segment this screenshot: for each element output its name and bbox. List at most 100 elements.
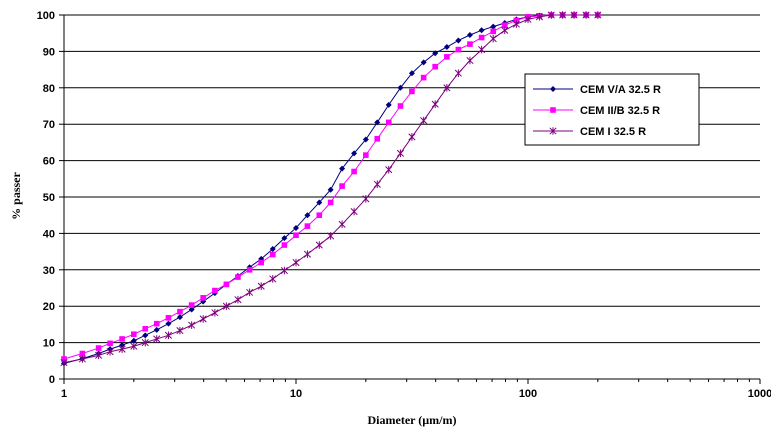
data-point	[351, 168, 357, 175]
y-tick-label: 20	[43, 301, 55, 313]
data-point	[165, 315, 172, 321]
x-axis-title: Diameter (µm/m)	[368, 413, 457, 427]
data-point	[130, 342, 138, 351]
data-point	[431, 100, 439, 108]
data-point	[223, 281, 230, 288]
data-point	[176, 326, 184, 335]
data-point	[570, 11, 578, 19]
series-1	[61, 12, 601, 367]
data-point	[246, 288, 254, 297]
legend-label: CEM V/A 32.5 R	[580, 84, 661, 96]
data-point	[141, 338, 149, 347]
data-point	[130, 337, 137, 344]
gridlines	[64, 14, 760, 344]
data-point	[95, 345, 102, 351]
data-point	[142, 332, 149, 339]
data-point	[420, 59, 427, 66]
legend-marker	[549, 127, 557, 135]
data-point	[292, 258, 300, 267]
data-point	[281, 242, 288, 248]
data-point	[246, 267, 253, 273]
y-axis-title: % passer	[9, 171, 23, 219]
data-point	[420, 74, 427, 81]
data-point	[443, 44, 450, 51]
data-point	[315, 241, 323, 249]
data-point	[78, 355, 86, 363]
data-point	[408, 133, 416, 141]
x-tick-label: 10	[290, 388, 302, 400]
y-tick-label: 40	[43, 228, 55, 240]
legend-marker	[550, 86, 556, 92]
data-point	[176, 314, 183, 321]
data-point	[316, 199, 323, 206]
data-point	[351, 150, 358, 157]
data-point	[466, 32, 473, 39]
y-tick-label: 80	[43, 83, 55, 95]
data-point	[60, 358, 68, 367]
data-point	[281, 235, 288, 242]
x-tick-label: 100	[519, 388, 537, 400]
data-point	[512, 20, 520, 28]
data-point	[559, 11, 567, 19]
y-tick-label: 100	[37, 10, 55, 22]
data-point	[200, 295, 206, 301]
data-point	[501, 26, 509, 35]
data-point	[362, 195, 370, 203]
data-point	[258, 259, 265, 266]
data-point	[327, 232, 335, 240]
data-point	[524, 15, 532, 24]
data-point	[212, 287, 218, 294]
series-2	[61, 12, 601, 362]
data-point	[478, 34, 485, 41]
data-point	[304, 212, 311, 219]
data-point	[373, 180, 381, 189]
data-point	[409, 88, 415, 95]
plot-area	[60, 11, 602, 367]
data-point	[455, 37, 462, 44]
data-point	[397, 84, 404, 91]
data-point	[478, 45, 486, 54]
data-point	[199, 315, 207, 323]
data-point	[107, 340, 113, 347]
data-point	[467, 41, 473, 47]
x-tick-label: 1000	[748, 388, 771, 400]
data-point	[327, 199, 334, 206]
data-point	[269, 275, 277, 283]
data-point	[385, 165, 393, 174]
data-point	[478, 27, 485, 34]
legend-label: CEM I 32.5 R	[580, 126, 646, 138]
data-point	[350, 207, 358, 216]
data-point	[95, 351, 103, 360]
data-point	[396, 149, 405, 158]
data-point	[79, 350, 86, 357]
x-tick-labels: 1 10 100 1000	[61, 388, 771, 400]
data-point	[188, 302, 195, 308]
data-point	[131, 331, 137, 338]
data-point	[164, 331, 173, 340]
data-point	[408, 70, 415, 77]
data-point	[385, 101, 392, 108]
data-point	[119, 342, 126, 349]
data-point	[339, 183, 345, 189]
data-point	[444, 54, 450, 60]
data-point	[153, 320, 160, 327]
data-point	[293, 232, 299, 239]
x-tick-label: 1	[61, 388, 67, 400]
data-point	[363, 152, 369, 158]
data-point	[547, 11, 555, 19]
data-point	[466, 56, 474, 65]
data-point	[222, 302, 230, 310]
data-point	[153, 326, 160, 333]
data-point	[177, 308, 183, 315]
data-point	[316, 212, 323, 218]
series-line	[63, 14, 598, 364]
data-point	[432, 63, 438, 70]
data-point	[327, 186, 334, 193]
data-point	[269, 246, 276, 253]
y-tick-label: 10	[43, 338, 55, 350]
y-tick-label: 90	[43, 46, 55, 58]
legend-marker	[550, 107, 556, 113]
series-line	[63, 14, 598, 364]
data-point	[432, 50, 439, 57]
